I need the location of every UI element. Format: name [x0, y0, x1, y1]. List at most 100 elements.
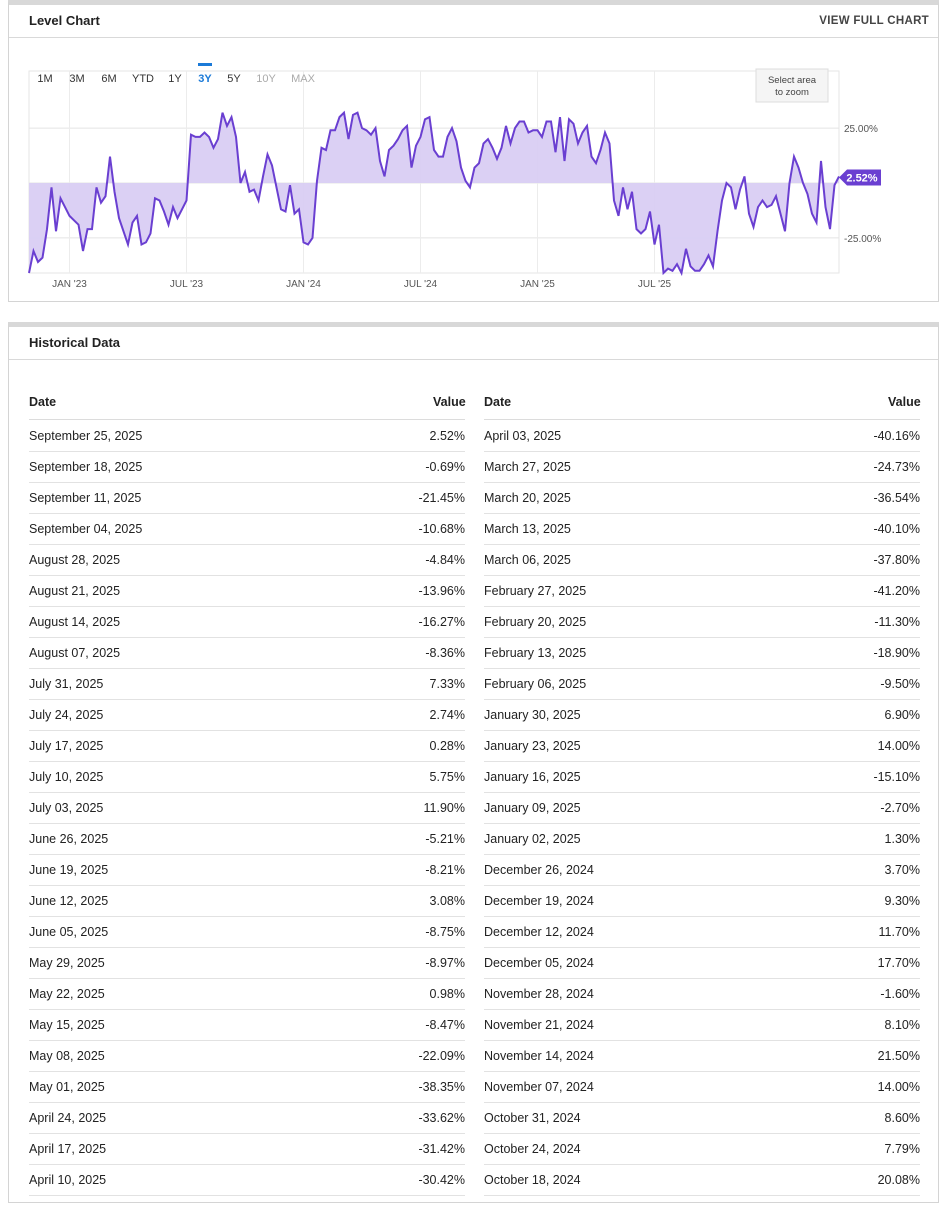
table-row: January 02, 2025 1.30% [484, 824, 920, 855]
table-row: January 30, 2025 6.90% [484, 700, 920, 731]
row-value: -2.70% [880, 801, 920, 815]
row-value: -5.21% [425, 832, 465, 846]
row-date: March 20, 2025 [484, 491, 571, 505]
row-date: May 01, 2025 [29, 1080, 105, 1094]
row-date: March 13, 2025 [484, 522, 571, 536]
range-button-1m[interactable]: 1M [37, 73, 52, 85]
table-row: April 03, 2025 -40.16% [484, 421, 920, 452]
zoom-hint-line2: to zoom [775, 87, 809, 98]
historical-data-title: Historical Data [29, 335, 121, 350]
range-button-5y[interactable]: 5Y [227, 73, 241, 85]
table-row: April 24, 2025 -33.62% [29, 1103, 465, 1134]
table-row: July 10, 2025 5.75% [29, 762, 465, 793]
header-divider-right [484, 419, 920, 420]
table-row: July 17, 2025 0.28% [29, 731, 465, 762]
row-value: -9.50% [880, 677, 920, 691]
row-date: September 25, 2025 [29, 429, 143, 443]
row-date: April 24, 2025 [29, 1111, 107, 1125]
row-date: February 27, 2025 [484, 584, 587, 598]
row-date: July 31, 2025 [29, 677, 104, 691]
table-row: March 27, 2025 -24.73% [484, 452, 920, 483]
current-value-badge: 2.52% [839, 169, 881, 186]
x-tick-label: JAN '23 [52, 279, 87, 290]
row-date: October 24, 2024 [484, 1142, 581, 1156]
row-date: September 18, 2025 [29, 460, 143, 474]
row-value: 6.90% [884, 708, 920, 722]
table-row: August 14, 2025 -16.27% [29, 607, 465, 638]
table-row: May 08, 2025 -22.09% [29, 1041, 465, 1072]
historical-data-header: Historical Data [9, 327, 938, 360]
row-value: 11.70% [878, 925, 920, 939]
row-date: September 11, 2025 [29, 491, 142, 505]
table-row: March 20, 2025 -36.54% [484, 483, 920, 514]
row-value: 14.00% [877, 739, 920, 753]
table-row: November 14, 2024 21.50% [484, 1041, 920, 1072]
table-row: January 09, 2025 -2.70% [484, 793, 920, 824]
row-date: December 05, 2024 [484, 956, 594, 970]
range-button-ytd[interactable]: YTD [132, 73, 154, 85]
table-row: February 20, 2025 -11.30% [484, 607, 920, 638]
row-date: November 07, 2024 [484, 1080, 594, 1094]
range-button-max[interactable]: MAX [291, 73, 316, 85]
table-row: June 12, 2025 3.08% [29, 886, 465, 917]
table-row: July 24, 2025 2.74% [29, 700, 465, 731]
y-tick-label: 25.00% [844, 124, 878, 135]
range-button-10y[interactable]: 10Y [256, 73, 276, 85]
table-row: January 23, 2025 14.00% [484, 731, 920, 762]
x-tick-label: JUL '24 [404, 279, 438, 290]
col-header-date-left: Date [29, 395, 57, 409]
row-date: February 20, 2025 [484, 615, 587, 629]
table-row: December 26, 2024 3.70% [484, 855, 920, 886]
row-date: July 03, 2025 [29, 801, 104, 815]
row-value: -38.35% [418, 1080, 465, 1094]
table-row: December 19, 2024 9.30% [484, 886, 920, 917]
table-row: June 19, 2025 -8.21% [29, 855, 465, 886]
table-row: June 05, 2025 -8.75% [29, 917, 465, 948]
row-value: -37.80% [873, 553, 920, 567]
row-date: November 14, 2024 [484, 1049, 594, 1063]
row-date: April 17, 2025 [29, 1142, 107, 1156]
row-value: -31.42% [418, 1142, 465, 1156]
level-chart[interactable]: 25.00% -25.00% JAN '23 JUL '23 JAN '24 JUL '… [9, 37, 938, 302]
current-value-label: 2.52% [846, 172, 877, 184]
row-date: January 23, 2025 [484, 739, 581, 753]
row-value: 0.98% [429, 987, 465, 1001]
row-value: -8.97% [425, 956, 465, 970]
table-row: February 06, 2025 -9.50% [484, 669, 920, 700]
table-row: October 24, 2024 7.79% [484, 1134, 920, 1165]
range-button-3y[interactable]: 3Y [198, 73, 212, 85]
row-value: -8.75% [425, 925, 465, 939]
row-date: May 29, 2025 [29, 956, 105, 970]
range-button-6m[interactable]: 6M [101, 73, 116, 85]
row-value: 11.90% [423, 801, 465, 815]
row-value: -36.54% [873, 491, 920, 505]
row-value: 21.50% [877, 1049, 920, 1063]
row-value: -13.96% [418, 584, 465, 598]
row-date: November 28, 2024 [484, 987, 594, 1001]
row-date: August 21, 2025 [29, 584, 121, 598]
row-value: -0.69% [425, 460, 465, 474]
row-value: -40.16% [873, 429, 920, 443]
table-row: September 25, 2025 2.52% [29, 421, 465, 452]
table-row: September 18, 2025 -0.69% [29, 452, 465, 483]
table-row: November 07, 2024 14.00% [484, 1072, 920, 1103]
range-button-3m[interactable]: 3M [69, 73, 84, 85]
row-value: -30.42% [418, 1173, 465, 1187]
row-value: 3.08% [429, 894, 465, 908]
row-date: March 27, 2025 [484, 460, 571, 474]
row-date: May 08, 2025 [29, 1049, 105, 1063]
row-date: May 22, 2025 [29, 987, 105, 1001]
col-header-value-right: Value [888, 395, 921, 409]
range-button-1y[interactable]: 1Y [168, 73, 182, 85]
zoom-hint-line1: Select area [768, 75, 817, 86]
row-value: -8.21% [425, 863, 465, 877]
row-value: -8.36% [425, 646, 465, 660]
row-date: January 09, 2025 [484, 801, 581, 815]
view-full-chart-link[interactable]: VIEW FULL CHART [819, 15, 929, 27]
zoom-hint: Select area to zoom [755, 68, 829, 103]
table-row: December 12, 2024 11.70% [484, 917, 920, 948]
row-value: -24.73% [873, 460, 920, 474]
row-value: 2.52% [429, 429, 465, 443]
row-value: 8.60% [884, 1111, 920, 1125]
row-date: November 21, 2024 [484, 1018, 594, 1032]
